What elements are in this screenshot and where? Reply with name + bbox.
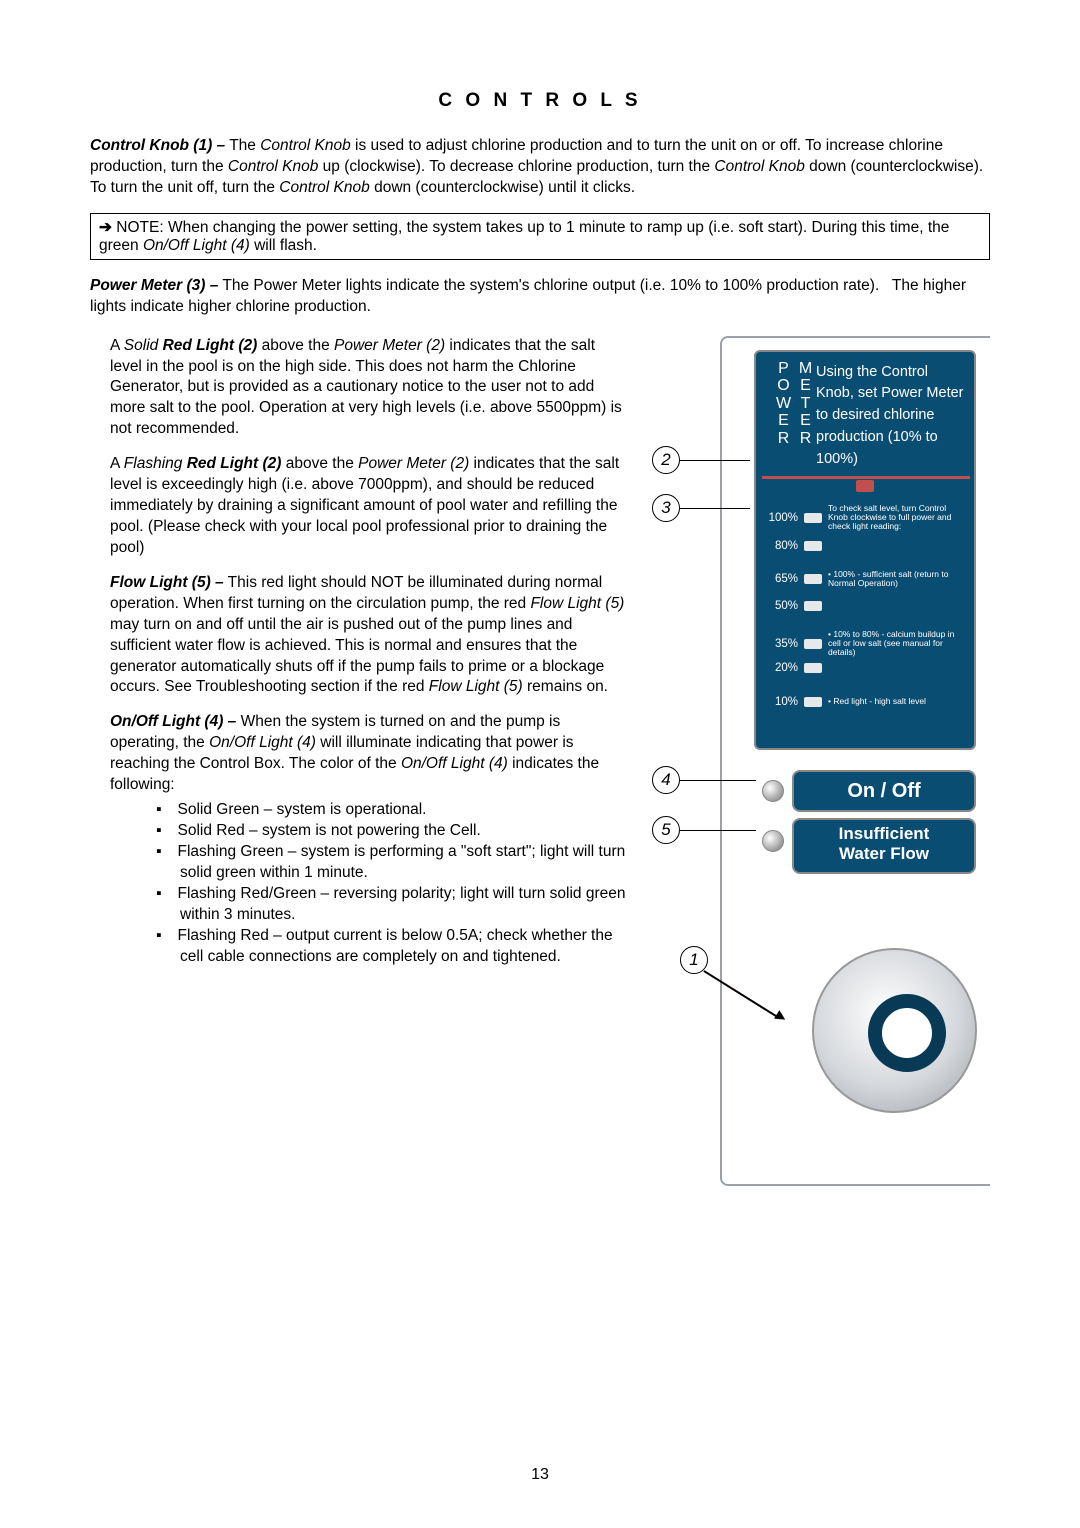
red-indicator-bar xyxy=(762,476,970,479)
callout-5: 5 xyxy=(652,816,680,844)
note-arrow-icon: ➔ xyxy=(99,219,112,236)
power-meter-panel: POWER METER Using the Control Knob, set … xyxy=(754,350,976,750)
flow-label-panel: InsufficientWater Flow xyxy=(792,818,976,874)
meter-row-65: 65% • 100% - sufficient salt (return to … xyxy=(764,570,964,589)
page-number: 13 xyxy=(0,1466,1080,1484)
callout-2: 2 xyxy=(652,446,680,474)
meter-row-35: 35% • 10% to 80% - calcium buildup in ce… xyxy=(764,630,964,658)
paragraph-control-knob: Control Knob (1) – The Control Knob is u… xyxy=(90,136,990,199)
meter-row-100: 100% To check salt level, turn Control K… xyxy=(764,504,964,532)
page-title: C O N T R O L S xyxy=(90,90,990,112)
paragraph-power-meter: Power Meter (3) – The Power Meter lights… xyxy=(90,276,990,318)
callout-3: 3 xyxy=(652,494,680,522)
red-led-icon xyxy=(856,480,874,492)
panel-instruction: Using the Control Knob, set Power Meter … xyxy=(816,362,966,471)
note-box: ➔ NOTE: When changing the power setting,… xyxy=(90,213,990,260)
meter-row-80: 80% xyxy=(764,540,964,552)
onoff-led-icon xyxy=(762,780,784,802)
list-item: Flashing Red – output current is below 0… xyxy=(156,926,630,968)
list-item: Flashing Red/Green – reversing polarity;… xyxy=(156,884,630,926)
flow-led-icon xyxy=(762,830,784,852)
list-item: Flashing Green – system is performing a … xyxy=(156,842,630,884)
meter-row-20: 20% xyxy=(764,662,964,674)
control-knob xyxy=(812,948,977,1113)
onoff-label-panel: On / Off xyxy=(792,770,976,812)
meter-row-10: 10% • Red light - high salt level xyxy=(764,696,964,708)
paragraph-onoff-light: On/Off Light (4) – When the system is tu… xyxy=(110,712,630,796)
callout-4: 4 xyxy=(652,766,680,794)
meter-row-50: 50% xyxy=(764,600,964,612)
paragraph-flashing-red: A Flashing Red Light (2) above the Power… xyxy=(110,454,630,559)
control-panel-diagram: POWER METER Using the Control Knob, set … xyxy=(650,336,990,1186)
list-item: Solid Green – system is operational. xyxy=(156,800,630,821)
bullet-list: Solid Green – system is operational. Sol… xyxy=(110,800,630,967)
list-item: Solid Red – system is not powering the C… xyxy=(156,821,630,842)
paragraph-solid-red: A Solid Red Light (2) above the Power Me… xyxy=(110,336,630,441)
paragraph-flow-light: Flow Light (5) – This red light should N… xyxy=(110,573,630,699)
